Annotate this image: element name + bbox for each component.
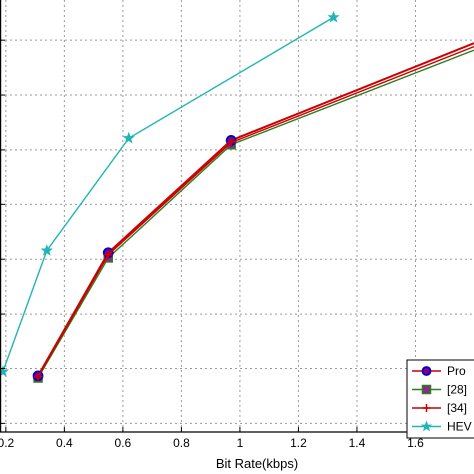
legend-item: Pro <box>412 364 466 378</box>
data-point <box>0 365 10 377</box>
data-point <box>33 372 43 382</box>
data-point <box>421 366 432 376</box>
x-tick-label: 1 <box>237 436 244 450</box>
x-tick-label: 1.6 <box>407 436 424 450</box>
data-point <box>103 250 113 260</box>
series-line <box>37 46 474 378</box>
series-hev <box>0 10 340 377</box>
data-point <box>422 404 431 412</box>
x-tick-label: 0.8 <box>173 436 190 450</box>
x-tick-label: 0.4 <box>56 436 73 450</box>
series-line <box>37 49 474 379</box>
legend-label: [34] <box>447 401 467 415</box>
data-point <box>40 244 53 256</box>
data-point <box>122 131 135 144</box>
x-tick-label: 1.2 <box>290 436 307 450</box>
data-point <box>420 420 433 432</box>
data-point <box>226 138 236 148</box>
x-tick-labels: 0.2 0.4 0.6 0.8 1 1.2 1.4 1.6 <box>0 436 424 450</box>
series-line <box>2 16 334 372</box>
x-tick-label: 1.4 <box>349 436 366 450</box>
legend-item: [34] <box>412 401 467 415</box>
legend-box <box>406 359 474 439</box>
series-34 <box>33 46 474 382</box>
x-tick-label: 0.6 <box>115 436 132 450</box>
legend-item: [28] <box>412 383 467 397</box>
axes <box>0 0 474 433</box>
legend-label: [28] <box>447 383 467 397</box>
x-tick-label: 0.2 <box>0 436 15 450</box>
x-axis-label: Bit Rate(kbps) <box>216 456 298 471</box>
series-line <box>37 42 474 377</box>
legend-label: Pro <box>447 364 466 378</box>
data-point <box>327 10 340 23</box>
series-layer <box>0 10 474 383</box>
legend: Pro [28] [34] HEV <box>406 359 474 439</box>
legend-label: HEV <box>447 420 472 434</box>
grid <box>0 0 474 432</box>
data-point <box>421 384 432 395</box>
legend-item: HEV <box>412 420 472 434</box>
